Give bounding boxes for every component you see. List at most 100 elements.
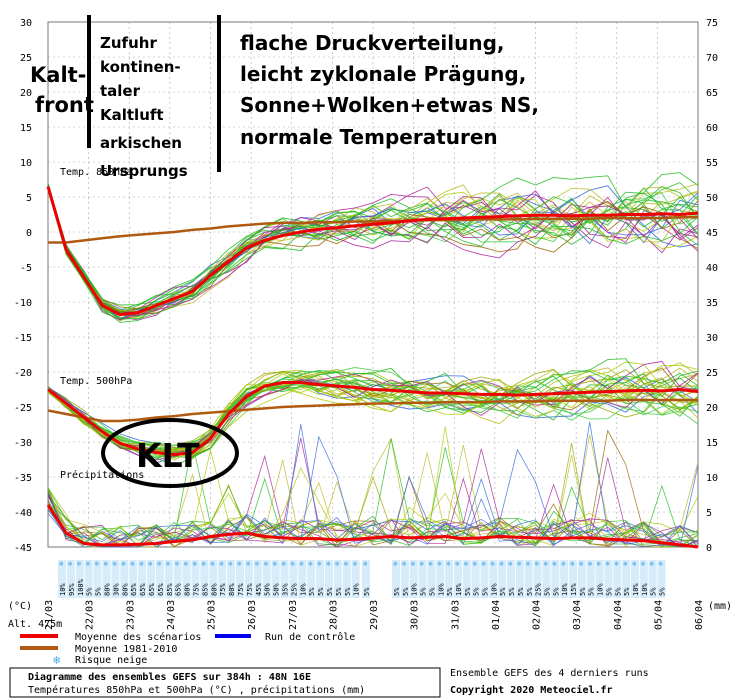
- x-date-label: 01/04: [491, 600, 502, 630]
- snowflake-icon: ❄: [353, 560, 357, 568]
- snow-risk-value: 75%: [193, 583, 201, 596]
- legend: Moyenne des scénarios Moyenne 1981-2010 …: [20, 631, 355, 667]
- snowflake-icon: ❄: [193, 560, 197, 568]
- precip-member-line: [47, 438, 699, 546]
- right-tick-label: 30: [706, 333, 718, 344]
- snow-risk-cell: [227, 560, 236, 598]
- snow-risk-value: 10%: [490, 583, 498, 596]
- snow-risk-cell: [307, 560, 316, 598]
- snowflake-icon: ❄: [264, 560, 268, 568]
- snowflake-icon: ❄: [446, 560, 450, 568]
- snowflake-icon: ❄: [561, 560, 565, 568]
- snow-risk-value: 50%: [264, 583, 272, 596]
- snow-risk-cell: [471, 560, 480, 598]
- snow-risk-value: 15%: [570, 583, 578, 596]
- x-date-label: 25/03: [207, 600, 218, 630]
- snow-risk-cell: [200, 560, 209, 598]
- snowflake-icon: ❄: [517, 560, 521, 568]
- climate-t850-line: [48, 216, 698, 244]
- left-tick-label: -35: [14, 473, 32, 484]
- t500-member-line: [47, 377, 699, 446]
- snowflake-icon: ❄: [237, 560, 241, 568]
- snow-risk-cell: [480, 560, 489, 598]
- snow-risk-value: 10%: [411, 583, 419, 596]
- snowflake-icon: ❄: [597, 560, 601, 568]
- snow-risk-cell: [182, 560, 191, 598]
- druck-line-4: normale Temperaturen: [240, 125, 498, 149]
- t500-member-line: [47, 358, 699, 458]
- snowflake-icon: ❄: [290, 560, 294, 568]
- right-tick-label: 60: [706, 123, 718, 134]
- precip-member-line: [47, 426, 699, 548]
- snow-risk-value: 95%: [68, 583, 76, 596]
- snow-risk-cell: [111, 560, 120, 598]
- snow-risk-cell: [453, 560, 462, 598]
- snow-risk-cell: [66, 560, 75, 598]
- precip-member-line: [47, 437, 699, 548]
- snowflake-icon: ❄: [428, 560, 432, 568]
- snow-risk-cell: [648, 560, 657, 598]
- snow-risk-cell: [551, 560, 560, 598]
- snow-risk-value: 65%: [148, 583, 156, 596]
- snow-risk-value: 80%: [210, 583, 218, 596]
- snow-risk-value: 5%: [335, 587, 343, 596]
- right-tick-label: 40: [706, 263, 718, 274]
- chart-subtitle: Températures 850hPa et 500hPa (°C) , pré…: [28, 684, 365, 696]
- snow-risk-value: 5%: [95, 587, 103, 596]
- kaltfront-label-1: Kalt-: [30, 63, 86, 87]
- snow-risk-value: 80%: [104, 583, 112, 596]
- snow-risk-cell: [507, 560, 516, 598]
- snowflake-icon: ❄: [246, 560, 250, 568]
- precip-member-line: [47, 494, 699, 548]
- klt-label: KLT: [136, 436, 200, 475]
- snowflake-icon: ❄: [166, 560, 170, 568]
- snow-risk-cell: [524, 560, 533, 598]
- mean-t500-line: [47, 381, 699, 457]
- left-tick-label: 15: [20, 123, 32, 134]
- snow-risk-row: 10% ❄ 95% ❄ 100% ❄ 5% ❄ 5% ❄ 80% ❄ 30% ❄ 80% ❄ 65% ❄ 65% ❄ 6…: [58, 560, 667, 598]
- right-tick-label: 15: [706, 438, 718, 449]
- snow-risk-value: 5%: [659, 587, 667, 596]
- snow-risk-cell: [298, 560, 307, 598]
- snow-risk-cell: [613, 560, 622, 598]
- snow-risk-value: 5%: [446, 587, 454, 596]
- snow-risk-cell: [84, 560, 93, 598]
- snow-risk-cell: [427, 560, 436, 598]
- snow-risk-value: 25%: [290, 583, 298, 596]
- t500-member-line: [47, 361, 699, 460]
- snow-risk-value: 85%: [201, 583, 209, 596]
- snowflake-icon: ❄: [464, 560, 468, 568]
- snow-risk-value: 5%: [473, 587, 481, 596]
- snow-risk-value: 5%: [464, 587, 472, 596]
- snow-risk-value: 85%: [166, 583, 174, 596]
- x-date-label: 04/04: [613, 600, 624, 630]
- snow-risk-value: 5%: [552, 587, 560, 596]
- snowflake-icon: ❄: [420, 560, 424, 568]
- x-date-label: 02/04: [532, 600, 543, 630]
- t500-member-line: [47, 383, 699, 446]
- snowflake-icon: ❄: [130, 560, 134, 568]
- zufuhr-line-1: Zufuhr: [100, 34, 157, 52]
- snowflake-icon: ❄: [86, 560, 90, 568]
- snow-risk-value: 10%: [299, 583, 307, 596]
- snow-risk-value: 5%: [363, 587, 371, 596]
- snow-risk-cell: [409, 560, 418, 598]
- t850-member-line: [47, 175, 699, 320]
- right-tick-label: 45: [706, 228, 718, 239]
- snow-risk-cell: [351, 560, 360, 598]
- snow-risk-value: 10%: [353, 583, 361, 596]
- snowflake-icon: ❄: [402, 560, 406, 568]
- snow-risk-value: 5%: [650, 587, 658, 596]
- precip-ensemble-lines: [47, 421, 699, 548]
- snowflake-icon: ❄: [411, 560, 415, 568]
- snow-risk-cell: [489, 560, 498, 598]
- snow-risk-cell: [622, 560, 631, 598]
- right-tick-label: 25: [706, 368, 718, 379]
- chart-title: Diagramme des ensembles GEFS sur 384h : …: [28, 671, 311, 683]
- snow-risk-value: 5%: [428, 587, 436, 596]
- snow-risk-value: 5%: [308, 587, 316, 596]
- right-unit-label: (mm): [708, 601, 732, 612]
- snow-risk-value: 80%: [121, 583, 129, 596]
- snowflake-icon: ❄: [77, 560, 81, 568]
- snow-risk-value: 10%: [561, 583, 569, 596]
